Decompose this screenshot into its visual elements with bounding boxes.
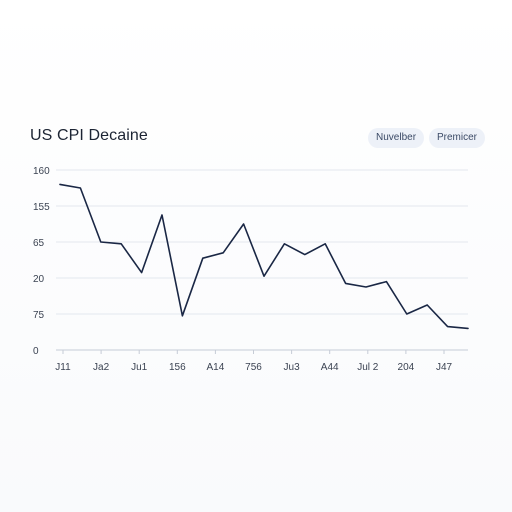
x-tick-label: A14 (207, 362, 225, 373)
x-tick-label: Jul 2 (357, 362, 379, 373)
x-tick-label: Ja2 (93, 362, 110, 373)
grid-lines (56, 169, 468, 351)
y-tick-label: 160 (33, 166, 50, 177)
x-axis-ticks: J11 Ja2 Ju1 156 A14 756 Ju3 A44 Jul 2 204 J47 (55, 350, 452, 373)
x-tick-label: J11 (55, 362, 71, 373)
x-tick-label: Ju3 (284, 362, 301, 373)
y-tick-label: 20 (33, 274, 45, 285)
x-tick-label: Ju1 (131, 362, 148, 373)
x-tick-label: A44 (321, 362, 339, 373)
y-tick-label: 0 (33, 346, 39, 357)
chart-title: US CPI Decaine (30, 127, 148, 144)
x-tick-label: 756 (245, 362, 262, 373)
x-tick-label: 204 (398, 362, 415, 373)
y-tick-label: 155 (33, 202, 50, 213)
x-tick-label: 156 (169, 362, 186, 373)
number-button[interactable]: Nuvelber (368, 128, 425, 148)
series-layer (59, 183, 469, 330)
y-axis-ticks: 0 75 20 65 155 160 (33, 166, 50, 357)
x-tick-label: J47 (436, 362, 453, 373)
premier-button[interactable]: Premicer (429, 128, 486, 148)
y-tick-label: 75 (33, 310, 45, 321)
y-tick-label: 65 (33, 238, 45, 249)
series-line (59, 183, 469, 330)
